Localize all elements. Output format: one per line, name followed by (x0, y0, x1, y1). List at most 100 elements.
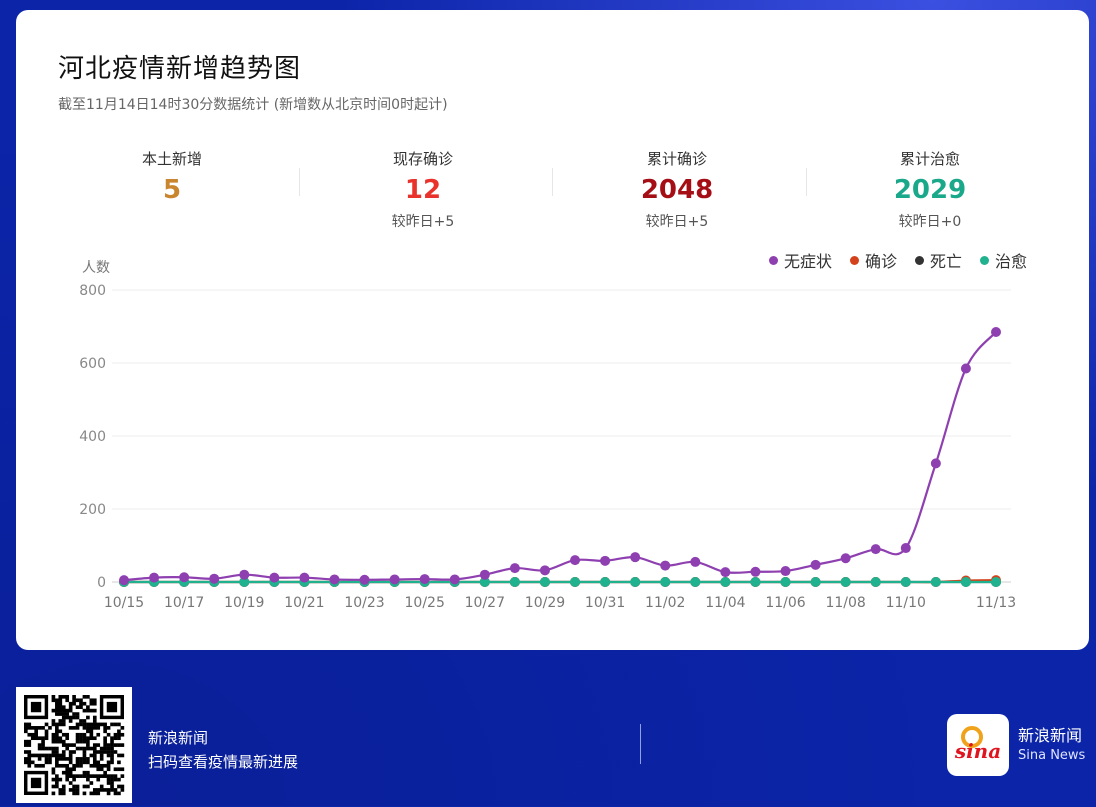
data-point[interactable] (870, 544, 881, 555)
data-point[interactable] (991, 326, 1001, 337)
data-point[interactable] (239, 569, 250, 580)
line-chart: 人数 0 200 400 600 800 10/15 10/17 10/19 10/21 10/23… (79, 260, 1016, 611)
stat-label: 现存确诊 (392, 150, 453, 168)
data-point[interactable] (509, 577, 520, 587)
data-point[interactable] (479, 577, 490, 587)
data-point[interactable] (359, 574, 370, 585)
data-point[interactable] (119, 575, 129, 586)
stat-change: 较昨日+5 (645, 214, 709, 230)
x-tick-label: 10/29 (525, 595, 565, 611)
stat-value: 12 (404, 175, 442, 205)
data-point[interactable] (269, 572, 280, 583)
y-tick-label: 600 (79, 356, 106, 372)
footer-brand: 新浪新闻 (148, 729, 209, 747)
data-point[interactable] (299, 572, 310, 583)
x-tick-label: 11/02 (645, 595, 685, 611)
data-point[interactable] (479, 569, 490, 580)
data-point[interactable] (600, 577, 611, 587)
stat-divider (552, 168, 553, 196)
legend-label: 确诊 (864, 252, 897, 271)
legend-item-cured[interactable]: 治愈 (979, 248, 1027, 272)
data-point[interactable] (900, 577, 911, 587)
stat-local-new: 本土新增 5 (62, 148, 282, 205)
data-point[interactable] (570, 555, 581, 566)
data-point[interactable] (539, 577, 550, 587)
stat-divider (806, 168, 807, 196)
legend-item-death[interactable]: 死亡 (914, 248, 962, 272)
legend-marker (914, 255, 924, 265)
y-tick-label: 200 (79, 502, 106, 518)
data-point[interactable] (660, 560, 671, 571)
data-point[interactable] (149, 572, 160, 583)
legend-label: 无症状 (783, 252, 832, 271)
data-point[interactable] (840, 577, 851, 587)
data-point[interactable] (509, 563, 520, 574)
series-line-0 (123, 331, 997, 582)
stat-label: 本土新增 (141, 150, 202, 168)
x-tick-label: 10/19 (224, 595, 264, 611)
data-point[interactable] (690, 556, 701, 567)
data-point[interactable] (449, 574, 460, 585)
data-point[interactable] (690, 577, 701, 587)
chart-legend: 无症状 确诊 死亡 治愈 (768, 248, 1027, 272)
data-point[interactable] (389, 574, 400, 585)
data-point[interactable] (179, 572, 190, 583)
page-subtitle: 截至11月14日14时30分数据统计 (新增数从北京时间0时起计) (58, 97, 448, 113)
x-tick-label: 10/25 (405, 595, 445, 611)
chart-card: 河北疫情新增趋势图 截至11月14日14时30分数据统计 (新增数从北京时间0时… (16, 10, 1089, 650)
legend-item-confirmed[interactable]: 确诊 (849, 248, 897, 272)
data-point[interactable] (870, 577, 881, 587)
sina-brand-en: Sina News (1018, 748, 1086, 763)
stat-current-confirmed: 现存确诊 12 较昨日+5 (313, 148, 533, 231)
data-point[interactable] (810, 559, 821, 570)
data-point[interactable] (780, 577, 791, 587)
data-point[interactable] (419, 574, 430, 585)
data-point[interactable] (810, 577, 821, 587)
legend-marker (768, 255, 778, 265)
y-tick-label: 0 (97, 575, 106, 591)
data-point[interactable] (600, 555, 611, 566)
sina-eye-icon (961, 726, 983, 748)
x-tick-label: 10/27 (465, 595, 505, 611)
x-tick-label: 10/15 (104, 595, 144, 611)
data-point[interactable] (570, 577, 581, 587)
data-point[interactable] (930, 458, 941, 469)
legend-marker (979, 255, 989, 265)
data-point[interactable] (960, 363, 971, 374)
data-point[interactable] (750, 577, 761, 587)
data-point[interactable] (750, 566, 761, 577)
data-point[interactable] (329, 574, 340, 585)
y-tick-label: 800 (79, 283, 106, 299)
data-point[interactable] (960, 577, 971, 587)
data-point[interactable] (630, 552, 641, 563)
data-point[interactable] (209, 573, 220, 584)
x-tick-label: 11/06 (765, 595, 805, 611)
data-point[interactable] (780, 566, 791, 577)
data-point[interactable] (720, 567, 731, 578)
x-tick-label: 11/13 (976, 595, 1016, 611)
data-point[interactable] (991, 577, 1001, 587)
data-point[interactable] (900, 543, 911, 554)
stat-label: 累计治愈 (899, 150, 960, 168)
sina-logo: sina (947, 714, 1009, 776)
data-point[interactable] (930, 577, 941, 587)
sina-wordmark: sina (954, 739, 1001, 763)
x-tick-label: 11/04 (705, 595, 745, 611)
x-tick-label: 11/10 (886, 595, 926, 611)
stat-value: 2048 (640, 175, 714, 205)
stat-change: 较昨日+5 (391, 214, 455, 230)
x-tick-label: 10/31 (585, 595, 625, 611)
data-point[interactable] (660, 577, 671, 587)
data-point[interactable] (239, 577, 250, 587)
footer-divider (640, 724, 641, 764)
legend-item-asymptomatic[interactable]: 无症状 (768, 248, 832, 272)
data-point[interactable] (840, 553, 851, 564)
data-point[interactable] (630, 577, 641, 587)
x-tick-label: 10/23 (344, 595, 384, 611)
data-point[interactable] (720, 577, 731, 587)
stat-divider (299, 168, 300, 196)
legend-marker (849, 255, 859, 265)
data-point[interactable] (539, 565, 550, 576)
x-tick-label: 10/17 (164, 595, 204, 611)
page-title: 河北疫情新增趋势图 (58, 54, 302, 84)
